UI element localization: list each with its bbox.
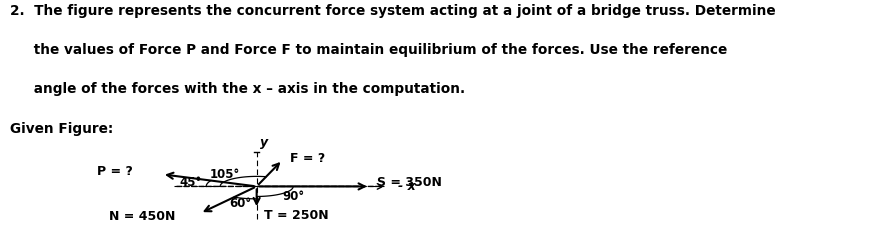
Text: 60°: 60° bbox=[229, 196, 251, 210]
Text: 2.  The figure represents the concurrent force system acting at a joint of a bri: 2. The figure represents the concurrent … bbox=[10, 4, 775, 18]
Text: 90°: 90° bbox=[282, 190, 304, 203]
Text: - x: - x bbox=[397, 180, 415, 193]
Text: N = 450N: N = 450N bbox=[109, 210, 175, 223]
Text: y: y bbox=[260, 136, 268, 149]
Text: S = 350N: S = 350N bbox=[376, 176, 441, 189]
Text: Given Figure:: Given Figure: bbox=[10, 122, 114, 136]
Text: 45°: 45° bbox=[179, 176, 202, 189]
Text: P = ?: P = ? bbox=[96, 165, 132, 178]
Text: F = ?: F = ? bbox=[289, 152, 324, 165]
Text: the values of Force P and Force F to maintain equilibrium of the forces. Use the: the values of Force P and Force F to mai… bbox=[10, 43, 726, 57]
Text: 105°: 105° bbox=[210, 168, 240, 181]
Text: angle of the forces with the x – axis in the computation.: angle of the forces with the x – axis in… bbox=[10, 82, 465, 97]
Text: T = 250N: T = 250N bbox=[263, 209, 328, 222]
